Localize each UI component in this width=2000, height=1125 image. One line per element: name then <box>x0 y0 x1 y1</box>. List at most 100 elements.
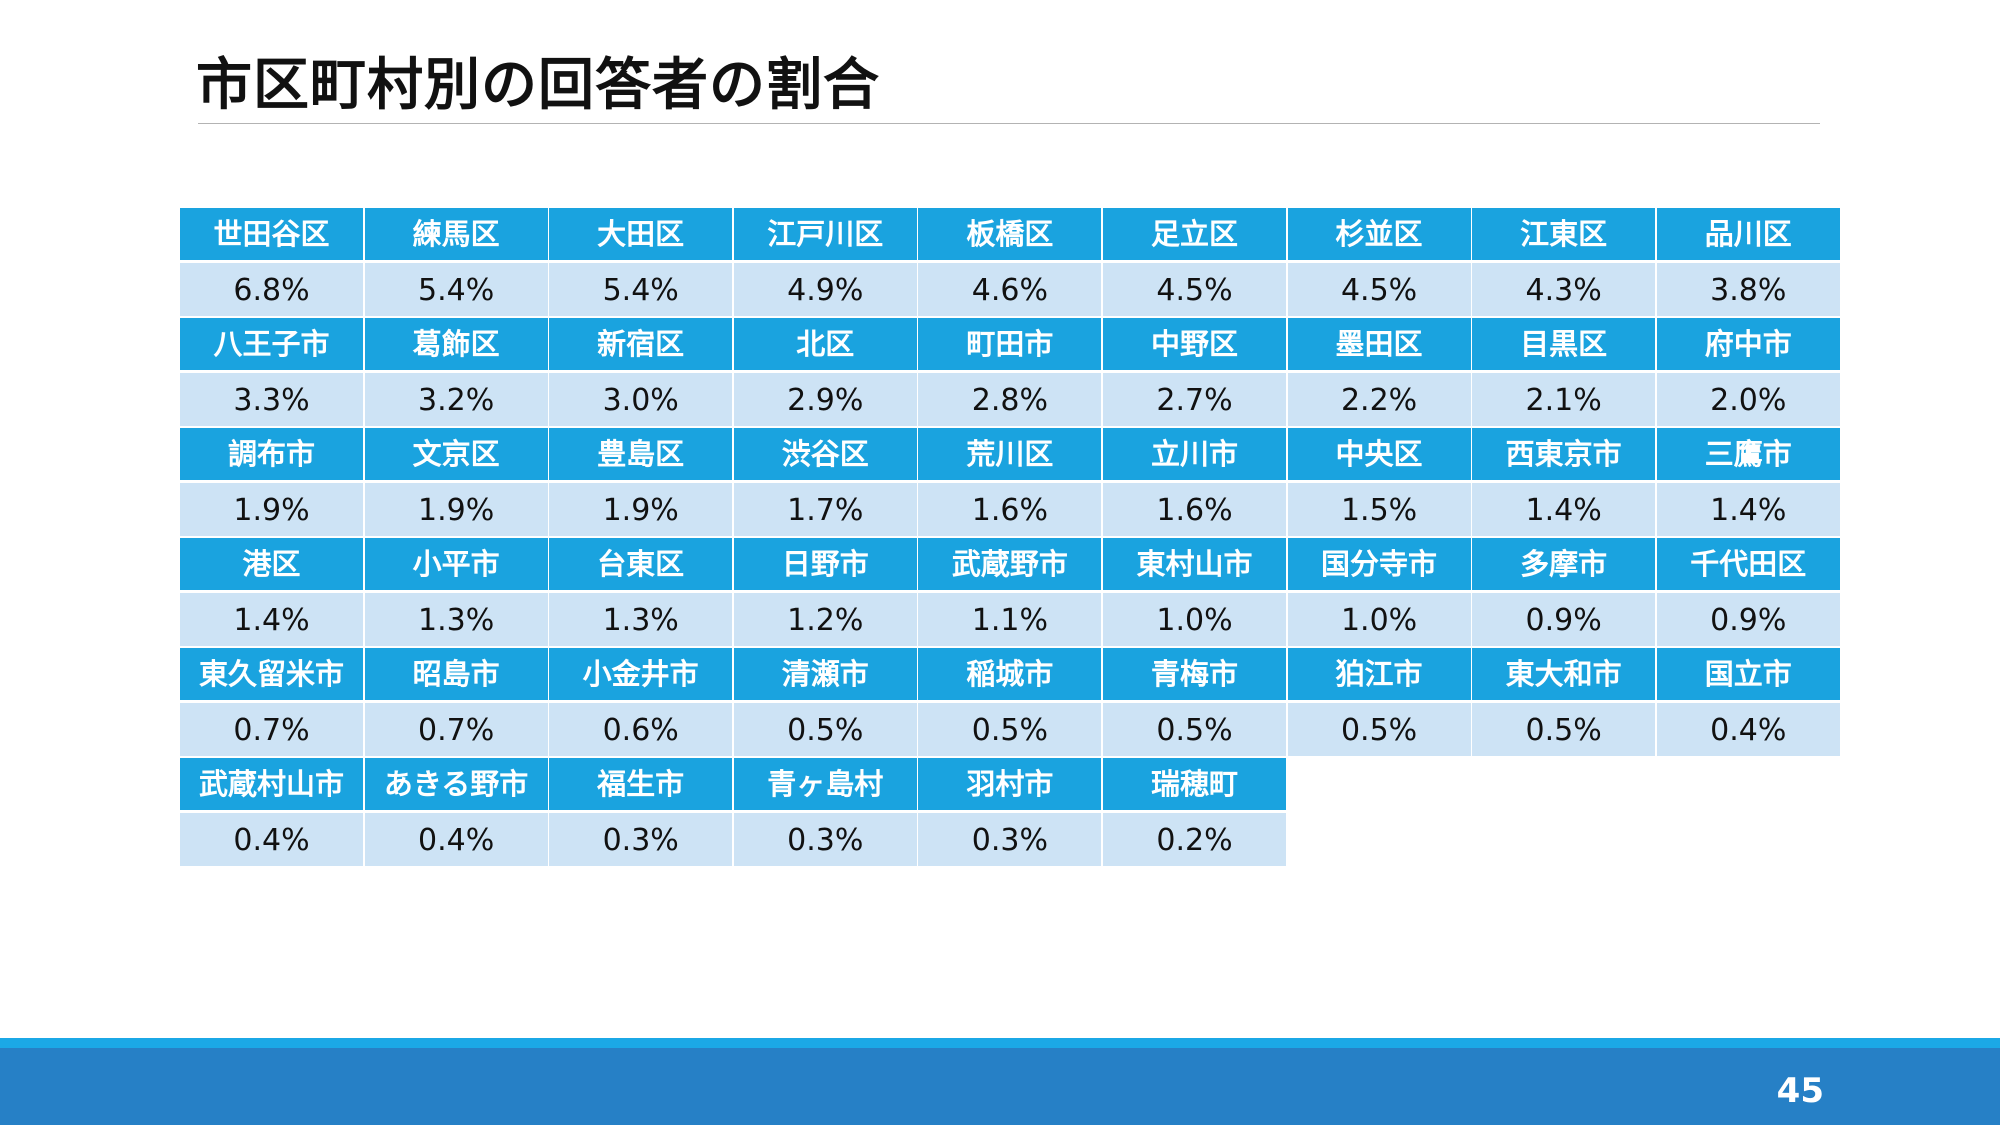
percentage-cell: 2.7% <box>1102 373 1286 426</box>
percentage-cell: 0.9% <box>1472 593 1656 646</box>
municipality-name-cell: 東久留米市 <box>180 648 363 700</box>
municipality-name-cell: あきる野市 <box>364 758 548 810</box>
percentage-cell: 1.4% <box>1472 483 1656 536</box>
page-number: 45 <box>1776 1071 1824 1111</box>
municipality-name-cell: 西東京市 <box>1472 428 1656 480</box>
empty-cell <box>1288 758 1471 810</box>
municipality-name-cell: 羽村市 <box>918 758 1102 810</box>
percentage-cell: 1.0% <box>1102 593 1286 646</box>
footer-bar <box>0 1048 2000 1125</box>
municipality-name-cell: 墨田区 <box>1287 318 1471 370</box>
percentage-cell: 2.1% <box>1472 373 1656 426</box>
municipality-name-cell: 昭島市 <box>364 648 548 700</box>
municipality-name-cell: 中野区 <box>1102 318 1286 370</box>
percentage-cell: 6.8% <box>180 263 363 316</box>
percentage-cell: 3.0% <box>549 373 733 426</box>
municipality-name-cell: 青ヶ島村 <box>733 758 917 810</box>
percentage-cell: 1.9% <box>549 483 733 536</box>
percentage-cell: 1.7% <box>733 483 917 536</box>
municipality-name-cell: 荒川区 <box>918 428 1102 480</box>
municipality-name-cell: 福生市 <box>549 758 733 810</box>
percentage-cell: 0.3% <box>918 813 1102 866</box>
municipality-name-cell: 調布市 <box>180 428 363 480</box>
table-header-row: 東久留米市 昭島市 小金井市 清瀬市 稲城市 青梅市 狛江市 東大和市 国立市 <box>180 648 1840 700</box>
percentage-cell: 1.6% <box>918 483 1102 536</box>
percentage-cell: 3.3% <box>180 373 363 426</box>
municipality-name-cell: 世田谷区 <box>180 208 363 260</box>
table-header-row: 調布市 文京区 豊島区 渋谷区 荒川区 立川市 中央区 西東京市 三鷹市 <box>180 428 1840 480</box>
percentage-cell: 1.4% <box>180 593 363 646</box>
percentage-cell: 1.1% <box>918 593 1102 646</box>
percentage-cell: 2.9% <box>733 373 917 426</box>
title-divider <box>198 123 1820 124</box>
municipality-name-cell: 新宿区 <box>549 318 733 370</box>
percentage-cell: 2.2% <box>1287 373 1471 426</box>
percentage-cell: 0.6% <box>549 703 733 756</box>
percentage-cell: 1.0% <box>1287 593 1471 646</box>
municipality-name-cell: 千代田区 <box>1656 538 1840 590</box>
percentage-cell: 0.7% <box>180 703 363 756</box>
municipality-name-cell: 武蔵村山市 <box>180 758 363 810</box>
percentage-cell: 0.9% <box>1656 593 1840 646</box>
municipality-name-cell: 東村山市 <box>1102 538 1286 590</box>
municipality-name-cell: 品川区 <box>1656 208 1840 260</box>
table-header-row: 武蔵村山市 あきる野市 福生市 青ヶ島村 羽村市 瑞穂町 <box>180 758 1832 810</box>
table-header-row: 港区 小平市 台東区 日野市 武蔵野市 東村山市 国分寺市 多摩市 千代田区 <box>180 538 1840 590</box>
table-value-row: 3.3% 3.2% 3.0% 2.9% 2.8% 2.7% 2.2% 2.1% 2.0% <box>180 373 1840 426</box>
percentage-cell: 3.2% <box>364 373 548 426</box>
municipality-name-cell: 台東区 <box>549 538 733 590</box>
percentage-cell: 0.4% <box>364 813 548 866</box>
municipality-name-cell: 清瀬市 <box>733 648 917 700</box>
percentage-cell: 2.0% <box>1656 373 1840 426</box>
percentage-cell: 4.3% <box>1472 263 1656 316</box>
municipality-name-cell: 立川市 <box>1102 428 1286 480</box>
empty-cell <box>1657 813 1840 866</box>
municipality-name-cell: 東大和市 <box>1472 648 1656 700</box>
percentage-cell: 4.6% <box>918 263 1102 316</box>
table-value-row: 0.7% 0.7% 0.6% 0.5% 0.5% 0.5% 0.5% 0.5% 0.4% <box>180 703 1840 756</box>
municipality-name-cell: 大田区 <box>549 208 733 260</box>
empty-cell <box>1472 813 1655 866</box>
municipality-name-cell: 国立市 <box>1656 648 1840 700</box>
table-header-row: 八王子市 葛飾区 新宿区 北区 町田市 中野区 墨田区 目黒区 府中市 <box>180 318 1840 370</box>
municipality-name-cell: 瑞穂町 <box>1102 758 1286 810</box>
percentage-cell: 0.5% <box>918 703 1102 756</box>
empty-cell <box>1657 758 1840 810</box>
municipality-name-cell: 町田市 <box>918 318 1102 370</box>
percentage-cell: 0.4% <box>1656 703 1840 756</box>
municipality-name-cell: 渋谷区 <box>733 428 917 480</box>
municipality-name-cell: 三鷹市 <box>1656 428 1840 480</box>
percentage-cell: 1.6% <box>1102 483 1286 536</box>
percentage-cell: 4.5% <box>1102 263 1286 316</box>
table-value-row: 1.9% 1.9% 1.9% 1.7% 1.6% 1.6% 1.5% 1.4% 1.4% <box>180 483 1840 536</box>
municipality-name-cell: 豊島区 <box>549 428 733 480</box>
percentage-cell: 3.8% <box>1656 263 1840 316</box>
percentage-cell: 0.5% <box>1287 703 1471 756</box>
percentage-cell: 0.2% <box>1102 813 1286 866</box>
percentage-cell: 2.8% <box>918 373 1102 426</box>
percentage-cell: 0.3% <box>549 813 733 866</box>
table-value-row: 6.8% 5.4% 5.4% 4.9% 4.6% 4.5% 4.5% 4.3% 3.8% <box>180 263 1840 316</box>
municipality-name-cell: 杉並区 <box>1287 208 1471 260</box>
municipality-table: 世田谷区 練馬区 大田区 江戸川区 板橋区 足立区 杉並区 江東区 品川区 6.8% 5.4% 5.4… <box>180 208 1840 866</box>
percentage-cell: 1.5% <box>1287 483 1471 536</box>
municipality-name-cell: 中央区 <box>1287 428 1471 480</box>
table-header-row: 世田谷区 練馬区 大田区 江戸川区 板橋区 足立区 杉並区 江東区 品川区 <box>180 208 1840 260</box>
municipality-name-cell: 江戸川区 <box>733 208 917 260</box>
empty-cell <box>1288 813 1471 866</box>
municipality-name-cell: 文京区 <box>364 428 548 480</box>
municipality-name-cell: 葛飾区 <box>364 318 548 370</box>
percentage-cell: 1.4% <box>1656 483 1840 536</box>
percentage-cell: 5.4% <box>549 263 733 316</box>
municipality-name-cell: 多摩市 <box>1472 538 1656 590</box>
municipality-name-cell: 武蔵野市 <box>918 538 1102 590</box>
municipality-name-cell: 北区 <box>733 318 917 370</box>
percentage-cell: 0.5% <box>1102 703 1286 756</box>
empty-cell <box>1472 758 1655 810</box>
percentage-cell: 0.7% <box>364 703 548 756</box>
municipality-name-cell: 小金井市 <box>549 648 733 700</box>
municipality-name-cell: 板橋区 <box>918 208 1102 260</box>
slide-title: 市区町村別の回答者の割合 <box>196 53 880 118</box>
municipality-name-cell: 港区 <box>180 538 363 590</box>
percentage-cell: 0.4% <box>180 813 363 866</box>
